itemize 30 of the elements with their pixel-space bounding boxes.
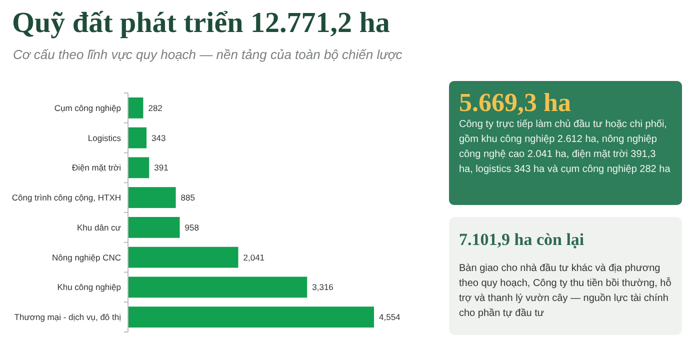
y-tick-label: Khu dân cư — [77, 222, 122, 232]
data-label: 282 — [148, 102, 163, 113]
y-tick-label: Công trình công cộng, HTXH — [12, 192, 121, 203]
bar — [128, 246, 238, 268]
bar — [128, 306, 374, 328]
y-tick-label: Điện mặt trời — [72, 162, 122, 173]
bar — [128, 127, 147, 148]
data-label: 2,041 — [243, 252, 265, 262]
y-tick-label: Cụm công nghiệp — [54, 102, 122, 113]
bar — [128, 216, 180, 238]
data-label: 391 — [154, 162, 169, 173]
bar — [128, 97, 144, 118]
text: Bàn giao cho nhà đầu tư khác và địa phương theo quy hoạch, Công ty thu tiền bồi thường, hỗ trợ và thanh lý vườn cây — nguồn lực tài chính cho phần tự đầu tư — [459, 262, 672, 321]
data-label: 4,554 — [379, 312, 401, 322]
chart-title: Quỹ đất phát triển 12.771,2 ha — [12, 7, 390, 39]
text: 5.669,3 ha — [459, 88, 572, 117]
y-tick-label: Logistics — [88, 132, 121, 143]
y-tick-label: Thương mại - dịch vụ, đô thị — [14, 312, 122, 322]
bar — [128, 187, 176, 208]
chart-subtitle: Cơ cấu theo lĩnh vực quy hoạch — nền tảng của toàn bộ chiến lược — [13, 47, 403, 62]
data-label: 3,316 — [312, 282, 334, 292]
y-tick-label: Nông nghiệp CNC — [52, 252, 121, 262]
data-label: 958 — [184, 222, 200, 232]
data-label: 885 — [180, 192, 196, 203]
text: Công ty trực tiếp làm chủ đầu tư hoặc chi phối, gồm khu công nghiệp 2.612 ha, nông nghiệp công nghệ cao 2.041 ha, điện mặt trời 391,3 ha, logistics 343 ha và cụm công nghiệp 282 ha — [459, 118, 672, 177]
y-tick-label: Khu công nghiệp — [57, 282, 122, 292]
data-label: 343 — [152, 132, 166, 143]
bar — [128, 276, 308, 298]
text: 7.101,9 ha còn lại — [459, 229, 586, 251]
bar — [128, 157, 150, 178]
